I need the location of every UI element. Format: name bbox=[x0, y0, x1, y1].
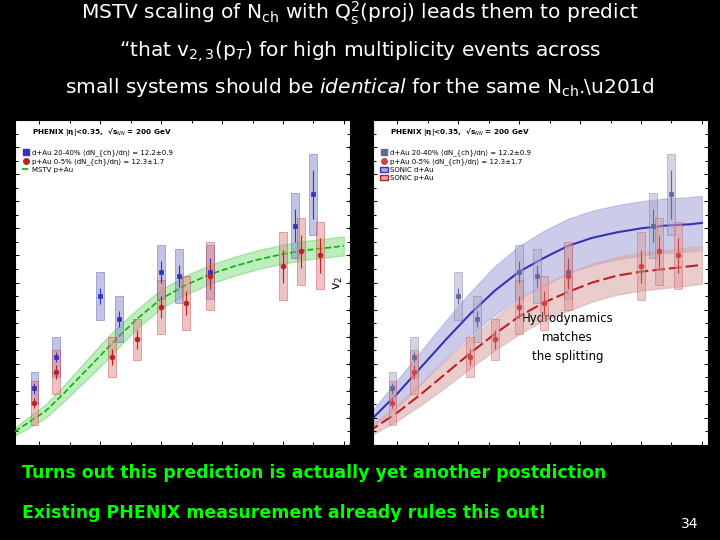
Bar bbox=[410, 350, 418, 394]
Bar bbox=[30, 381, 38, 424]
Bar bbox=[472, 296, 480, 342]
Bar bbox=[655, 218, 663, 285]
Text: Existing PHENIX measurement already rules this out!: Existing PHENIX measurement already rule… bbox=[22, 504, 546, 522]
Bar bbox=[279, 232, 287, 300]
Bar bbox=[114, 296, 122, 342]
Bar bbox=[516, 245, 523, 299]
Bar bbox=[534, 248, 541, 303]
Bar bbox=[109, 336, 117, 377]
Bar bbox=[157, 280, 165, 334]
Text: “that v$_{2,3}$(p$_{T}$) for high multiplicity events across: “that v$_{2,3}$(p$_{T}$) for high multip… bbox=[119, 39, 601, 64]
Bar bbox=[53, 336, 60, 377]
Bar bbox=[133, 319, 141, 360]
Y-axis label: v$_2$: v$_2$ bbox=[332, 275, 345, 289]
Bar bbox=[649, 193, 657, 258]
Bar bbox=[157, 245, 165, 299]
Bar bbox=[564, 242, 572, 309]
Legend: d+Au 20-40% ⟨dN_{ch}/dη⟩ = 12.2±0.9, p+Au 0-5% ⟨dN_{ch}/dη⟩ = 12.3±1.7, MSTV p+A: d+Au 20-40% ⟨dN_{ch}/dη⟩ = 12.2±0.9, p+A… bbox=[22, 150, 174, 173]
Bar bbox=[315, 221, 323, 289]
X-axis label: p$_{\mathregular{T}}$ (GeV/c): p$_{\mathregular{T}}$ (GeV/c) bbox=[511, 462, 570, 476]
Bar bbox=[181, 276, 189, 330]
Bar bbox=[674, 221, 682, 289]
Bar bbox=[637, 232, 645, 300]
Bar bbox=[310, 154, 318, 235]
Bar bbox=[176, 248, 184, 303]
X-axis label: p$_{\mathregular{T}}$ (GeV/c): p$_{\mathregular{T}}$ (GeV/c) bbox=[153, 462, 212, 476]
Text: PHENIX |η|<0.35,  √s$_{NN}$ = 200 GeV: PHENIX |η|<0.35, √s$_{NN}$ = 200 GeV bbox=[32, 126, 171, 138]
Text: PHENIX |η|<0.35,  √s$_{NN}$ = 200 GeV: PHENIX |η|<0.35, √s$_{NN}$ = 200 GeV bbox=[390, 126, 529, 138]
Legend: d+Au 20-40% ⟨dN_{ch}/dη⟩ = 12.2±0.9, p+Au 0-5% ⟨dN_{ch}/dη⟩ = 12.3±1.7, SONIC d+: d+Au 20-40% ⟨dN_{ch}/dη⟩ = 12.2±0.9, p+A… bbox=[380, 150, 531, 181]
Bar bbox=[516, 280, 523, 334]
Bar bbox=[454, 272, 462, 320]
Bar bbox=[667, 154, 675, 235]
Text: MSTV scaling of N$_{\mathregular{ch}}$ with Q$_{\mathregular{s}}^{\mathregular{2: MSTV scaling of N$_{\mathregular{ch}}$ w… bbox=[81, 0, 639, 28]
Bar bbox=[491, 319, 499, 360]
Text: Hydrodynamics
matches
the splitting: Hydrodynamics matches the splitting bbox=[521, 312, 613, 363]
Bar bbox=[467, 336, 474, 377]
Bar bbox=[297, 218, 305, 285]
Text: 34: 34 bbox=[681, 516, 698, 530]
Bar bbox=[206, 245, 214, 299]
Bar bbox=[410, 336, 418, 377]
Bar bbox=[206, 242, 214, 309]
Bar bbox=[53, 350, 60, 394]
Bar bbox=[389, 381, 397, 424]
Text: Turns out this prediction is actually yet another postdiction: Turns out this prediction is actually ye… bbox=[22, 464, 606, 482]
Bar bbox=[96, 272, 104, 320]
Bar bbox=[291, 193, 299, 258]
Bar bbox=[389, 372, 397, 404]
Bar bbox=[539, 276, 547, 330]
Bar bbox=[30, 372, 38, 404]
Text: small systems should be $\mathit{identical}$ for the same N$_{\mathregular{ch}}$: small systems should be $\mathit{identic… bbox=[66, 76, 654, 99]
Bar bbox=[564, 245, 572, 299]
